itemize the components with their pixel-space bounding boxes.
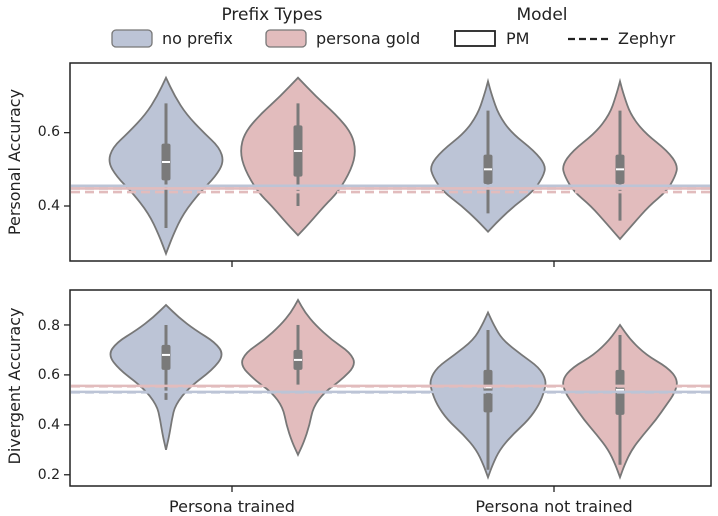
top-plot-frame [69,62,712,262]
bottom-panel: Divergent Accuracy 0.8 0.6 0.4 0.2 [5,289,712,492]
x-category-label-1: Persona not trained [475,497,632,516]
x-category-label-0: Persona trained [169,497,295,516]
legend-prefix-title: Prefix Types [221,5,322,25]
legend-model-title: Model [516,5,567,25]
bottom-plot-frame [69,289,712,487]
legend-no-prefix-label: no prefix [162,29,233,48]
bottom-ylabel: Divergent Accuracy [5,308,24,465]
legend-persona-gold-label: persona gold [316,29,420,48]
bottom-ytick-label-1: 0.6 [38,367,60,383]
bottom-ytick-label-0: 0.8 [38,318,60,334]
legend-pm-label: PM [506,29,529,48]
legend-persona-gold-swatch [265,29,307,48]
top-ytick-label-1: 0.4 [38,198,60,214]
bottom-ytick-label-2: 0.4 [38,417,60,433]
top-ylabel: Personal Accuracy [5,89,24,235]
top-ytick-label-0: 0.6 [38,124,60,140]
legend-pm-swatch [454,30,496,47]
legend-no-prefix-swatch [111,29,153,48]
top-panel: Personal Accuracy 0.6 0.4 [5,62,712,267]
legend-zephyr-label: Zephyr [618,29,676,48]
bottom-ytick-label-3: 0.2 [38,467,60,483]
legend: Prefix Types no prefix persona gold Mode… [111,5,676,48]
bottom-violin-no-prefix-0-box [161,344,171,370]
